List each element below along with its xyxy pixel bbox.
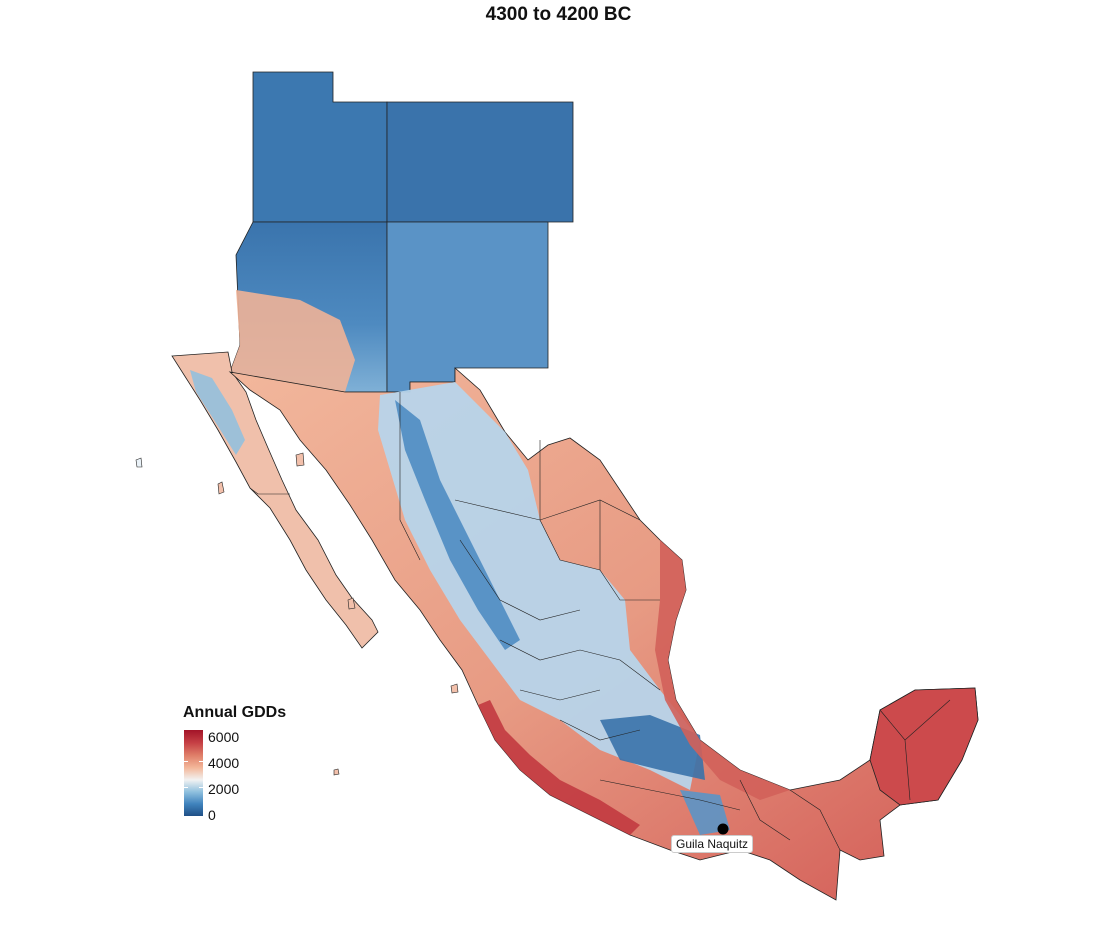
legend-colorbar xyxy=(184,730,203,816)
arizona-low-desert xyxy=(230,290,355,392)
gulf-coast-lowland xyxy=(655,540,790,800)
baja-mountains xyxy=(190,370,245,455)
legend-body: 6000 4000 2000 0 xyxy=(183,729,286,823)
state-new-mexico xyxy=(386,221,549,393)
legend: Annual GDDs 6000 4000 2000 0 xyxy=(183,704,287,823)
site-label: Guila Naquitz xyxy=(671,835,754,853)
site-marker xyxy=(717,823,729,835)
island-cedros xyxy=(217,481,225,495)
legend-tick-2000: 2000 xyxy=(208,781,240,797)
legend-tickmark xyxy=(184,761,188,762)
oaxaca-highlands xyxy=(680,790,730,835)
legend-tickmark xyxy=(184,787,188,788)
sierra-madre-occidental xyxy=(395,400,520,650)
legend-tick-6000: 6000 xyxy=(208,729,240,745)
legend-tick-0: 0 xyxy=(208,807,216,823)
legend-tickmark xyxy=(199,761,203,762)
state-borders xyxy=(249,392,951,851)
island-gulf-small xyxy=(347,597,356,610)
mexico xyxy=(135,351,979,901)
us-states xyxy=(229,71,574,393)
island-socorro xyxy=(333,768,340,776)
map-title: 4300 to 4200 BC xyxy=(485,4,632,25)
legend-tickmark xyxy=(199,787,203,788)
central-plateau xyxy=(378,382,700,790)
trans-volcanic-highlands xyxy=(600,715,705,780)
island-guadalupe xyxy=(135,457,143,468)
legend-tick-4000: 4000 xyxy=(208,755,240,771)
island-tres-marias xyxy=(450,683,459,694)
pacific-coast-lowland xyxy=(478,700,640,835)
state-utah xyxy=(252,71,388,223)
legend-title: Annual GDDs xyxy=(183,704,287,721)
yucatan-peninsula xyxy=(869,687,979,806)
island-tiburon xyxy=(295,452,305,467)
state-colorado xyxy=(386,101,574,223)
